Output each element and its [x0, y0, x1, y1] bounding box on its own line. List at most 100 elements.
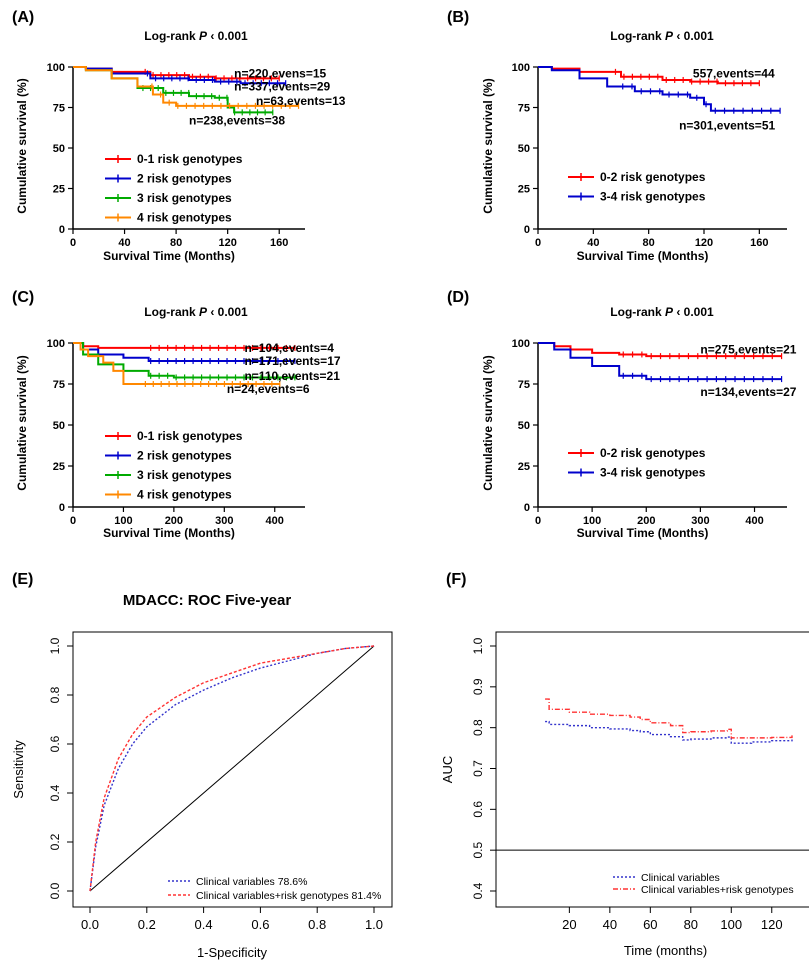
legend-label: 3-4 risk genotypes: [600, 466, 706, 480]
y-tick-label: 0.4: [471, 882, 485, 899]
y-tick-label: 1.0: [471, 637, 485, 654]
chart-title-suffix: ‹ 0.001: [207, 305, 248, 319]
x-tick-label: 40: [118, 237, 130, 249]
panel-d: (D) Log-rank P ‹ 0.001 0 25 50 75 100 0 100 200 30…: [447, 289, 797, 540]
x-tick-label: 200: [165, 515, 183, 527]
annotation: n=63,events=13: [256, 94, 346, 108]
y-tick-label: 0: [59, 502, 65, 514]
diagonal-reference: [89, 645, 375, 892]
y-axis-label: Cumulative survival (%): [481, 78, 495, 213]
x-tick-label: 0.0: [81, 917, 99, 932]
series-line: [89, 645, 375, 892]
x-tick-label: 0.4: [195, 917, 213, 932]
chart-title-prefix: Log-rank: [144, 305, 199, 319]
chart-title-prefix: Log-rank: [610, 305, 665, 319]
y-tick-label: 25: [53, 184, 65, 196]
panel-c: (C) Log-rank P ‹ 0.001 0 25 50 75 100 0 100 200 30…: [12, 289, 341, 540]
y-tick-label: 0: [524, 224, 530, 236]
chart-title-suffix: ‹ 0.001: [673, 29, 714, 43]
legend-label: 2 risk genotypes: [137, 172, 232, 186]
y-tick-label: 25: [518, 184, 530, 196]
y-axis-label: Cumulative survival (%): [481, 355, 495, 490]
series-line: [538, 66, 781, 112]
x-tick-label: 0: [70, 515, 76, 527]
panel-tag: (E): [12, 571, 33, 588]
y-tick-label: 0.6: [48, 735, 62, 752]
x-tick-label: 0: [535, 515, 541, 527]
annotation: n=110,events=21: [244, 369, 340, 383]
x-tick-label: 1.0: [365, 917, 383, 932]
chart-title-prefix: Log-rank: [610, 29, 665, 43]
x-tick-label: 80: [170, 237, 182, 249]
panel-a: (A) Log-rank P ‹ 0.001 0 25 50 75 100 0 40 80 120 1…: [12, 9, 346, 263]
x-tick-label: 100: [720, 917, 742, 932]
legend-label: 4 risk genotypes: [137, 488, 232, 502]
x-tick-label: 120: [761, 917, 783, 932]
legend-label: 3 risk genotypes: [137, 191, 232, 205]
y-axis-label: Cumulative survival (%): [15, 78, 29, 213]
panel-tag: (A): [12, 9, 34, 26]
y-tick-label: 0.6: [471, 801, 485, 818]
plot-area: [496, 698, 809, 851]
x-tick-label: 400: [266, 515, 284, 527]
plot-frame: [495, 631, 809, 908]
chart-title-p: P: [199, 305, 208, 319]
legend-label: Clinical variables: [641, 872, 720, 884]
y-tick-label: 0.9: [471, 678, 485, 695]
y-tick-label: 100: [512, 62, 530, 74]
y-tick-label: 100: [512, 338, 530, 350]
chart-title: Log-rank P ‹ 0.001: [144, 29, 248, 43]
legend-label: 2 risk genotypes: [137, 449, 232, 463]
x-tick-label: 40: [587, 237, 599, 249]
annotation: n=238,events=38: [189, 113, 285, 127]
panel-tag: (D): [447, 289, 469, 306]
y-tick-label: 75: [518, 379, 530, 391]
y-tick-label: 50: [518, 143, 530, 155]
legend-label: Clinical variables+risk genotypes 81.4%: [196, 890, 381, 902]
x-tick-label: 0.8: [308, 917, 326, 932]
y-tick-label: 0.4: [48, 784, 62, 801]
x-tick-label: 80: [643, 237, 655, 249]
x-tick-label: 20: [562, 917, 576, 932]
panel-e: (E) MDACC: ROC Five-year 0.0 0.2 0.4 0.6 0.8 1.…: [11, 571, 393, 960]
chart-title: Log-rank P ‹ 0.001: [610, 305, 714, 319]
panel-tag: (F): [446, 571, 466, 588]
series-line: [89, 645, 375, 892]
annotation: n=134,events=27: [700, 385, 796, 399]
annotation: n=337,events=29: [234, 79, 330, 93]
x-tick-label: 300: [215, 515, 233, 527]
legend-label: 0-1 risk genotypes: [137, 429, 243, 443]
series-line: [545, 720, 793, 744]
legend-label: 0-2 risk genotypes: [600, 446, 706, 460]
series-line: [73, 66, 286, 85]
x-tick-label: 300: [691, 515, 709, 527]
legend-label: 4 risk genotypes: [137, 211, 232, 225]
y-tick-label: 75: [53, 379, 65, 391]
y-tick-label: 0.2: [48, 833, 62, 850]
x-axis-label: Survival Time (Months): [577, 249, 709, 263]
x-tick-label: 100: [114, 515, 132, 527]
x-tick-label: 400: [745, 515, 763, 527]
plot-frame: [72, 631, 393, 908]
chart-title-suffix: ‹ 0.001: [673, 305, 714, 319]
x-tick-label: 200: [637, 515, 655, 527]
series-line: [538, 342, 782, 381]
legend-label: 3 risk genotypes: [137, 468, 232, 482]
annotation: n=220,evens=15: [234, 66, 326, 80]
y-tick-label: 50: [53, 143, 65, 155]
legend-label: 0-2 risk genotypes: [600, 170, 706, 184]
series-line: [538, 66, 760, 85]
y-tick-label: 0.8: [48, 686, 62, 703]
x-axis-label: Survival Time (Months): [577, 526, 709, 540]
chart-title: Log-rank P ‹ 0.001: [610, 29, 714, 43]
y-tick-label: 50: [53, 420, 65, 432]
x-axis-label: Survival Time (Months): [103, 249, 235, 263]
x-tick-label: 120: [218, 237, 236, 249]
x-tick-label: 120: [695, 237, 713, 249]
x-axis-label: Survival Time (Months): [103, 526, 235, 540]
y-tick-label: 25: [53, 461, 65, 473]
annotation: n=275,events=21: [700, 343, 796, 357]
annotation: n=24,events=6: [227, 382, 310, 396]
x-tick-label: 0.2: [138, 917, 156, 932]
